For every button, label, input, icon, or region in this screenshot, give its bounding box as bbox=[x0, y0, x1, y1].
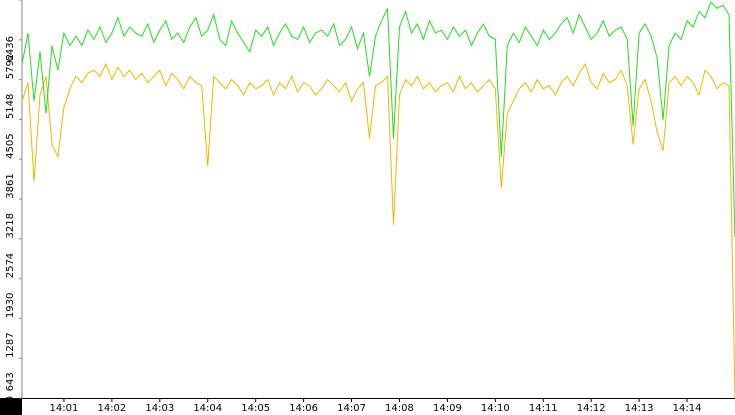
x-tick-label: 14:09 bbox=[433, 403, 462, 414]
y-tick-label: 1930 bbox=[5, 293, 16, 318]
y-tick-label: 1287 bbox=[5, 332, 16, 357]
x-tick-label: 14:08 bbox=[385, 403, 414, 414]
y-tick-label: 5792 bbox=[5, 54, 16, 79]
x-tick-label: 14:01 bbox=[50, 403, 79, 414]
x-tick-label: 14:14 bbox=[673, 403, 702, 414]
x-tick-label: 14:07 bbox=[337, 403, 366, 414]
series-line bbox=[21, 1, 735, 238]
x-tick-label: 14:03 bbox=[145, 403, 174, 414]
y-tick-label: 0 bbox=[5, 396, 16, 402]
y-tick-label: 2574 bbox=[5, 253, 16, 278]
x-tick-label: 14:04 bbox=[193, 403, 222, 414]
y-tick-label: 4505 bbox=[5, 133, 16, 158]
x-tick-label: 14:02 bbox=[97, 403, 126, 414]
corner bbox=[0, 398, 22, 415]
y-tick-label: 3218 bbox=[5, 213, 16, 238]
series-line bbox=[21, 62, 735, 399]
x-tick-label: 14:05 bbox=[241, 403, 270, 414]
x-tick-label: 14:06 bbox=[289, 403, 318, 414]
y-tick-label: 643 bbox=[5, 372, 16, 391]
x-tick-label: 14:12 bbox=[577, 403, 606, 414]
y-tick-label: 5148 bbox=[5, 94, 16, 119]
x-tick-label: 14:13 bbox=[625, 403, 654, 414]
y-tick-label: 3861 bbox=[5, 173, 16, 198]
x-tick-label: 14:10 bbox=[481, 403, 510, 414]
x-tick-label: 14:11 bbox=[529, 403, 558, 414]
y-tick-label: 6436 bbox=[5, 36, 16, 61]
